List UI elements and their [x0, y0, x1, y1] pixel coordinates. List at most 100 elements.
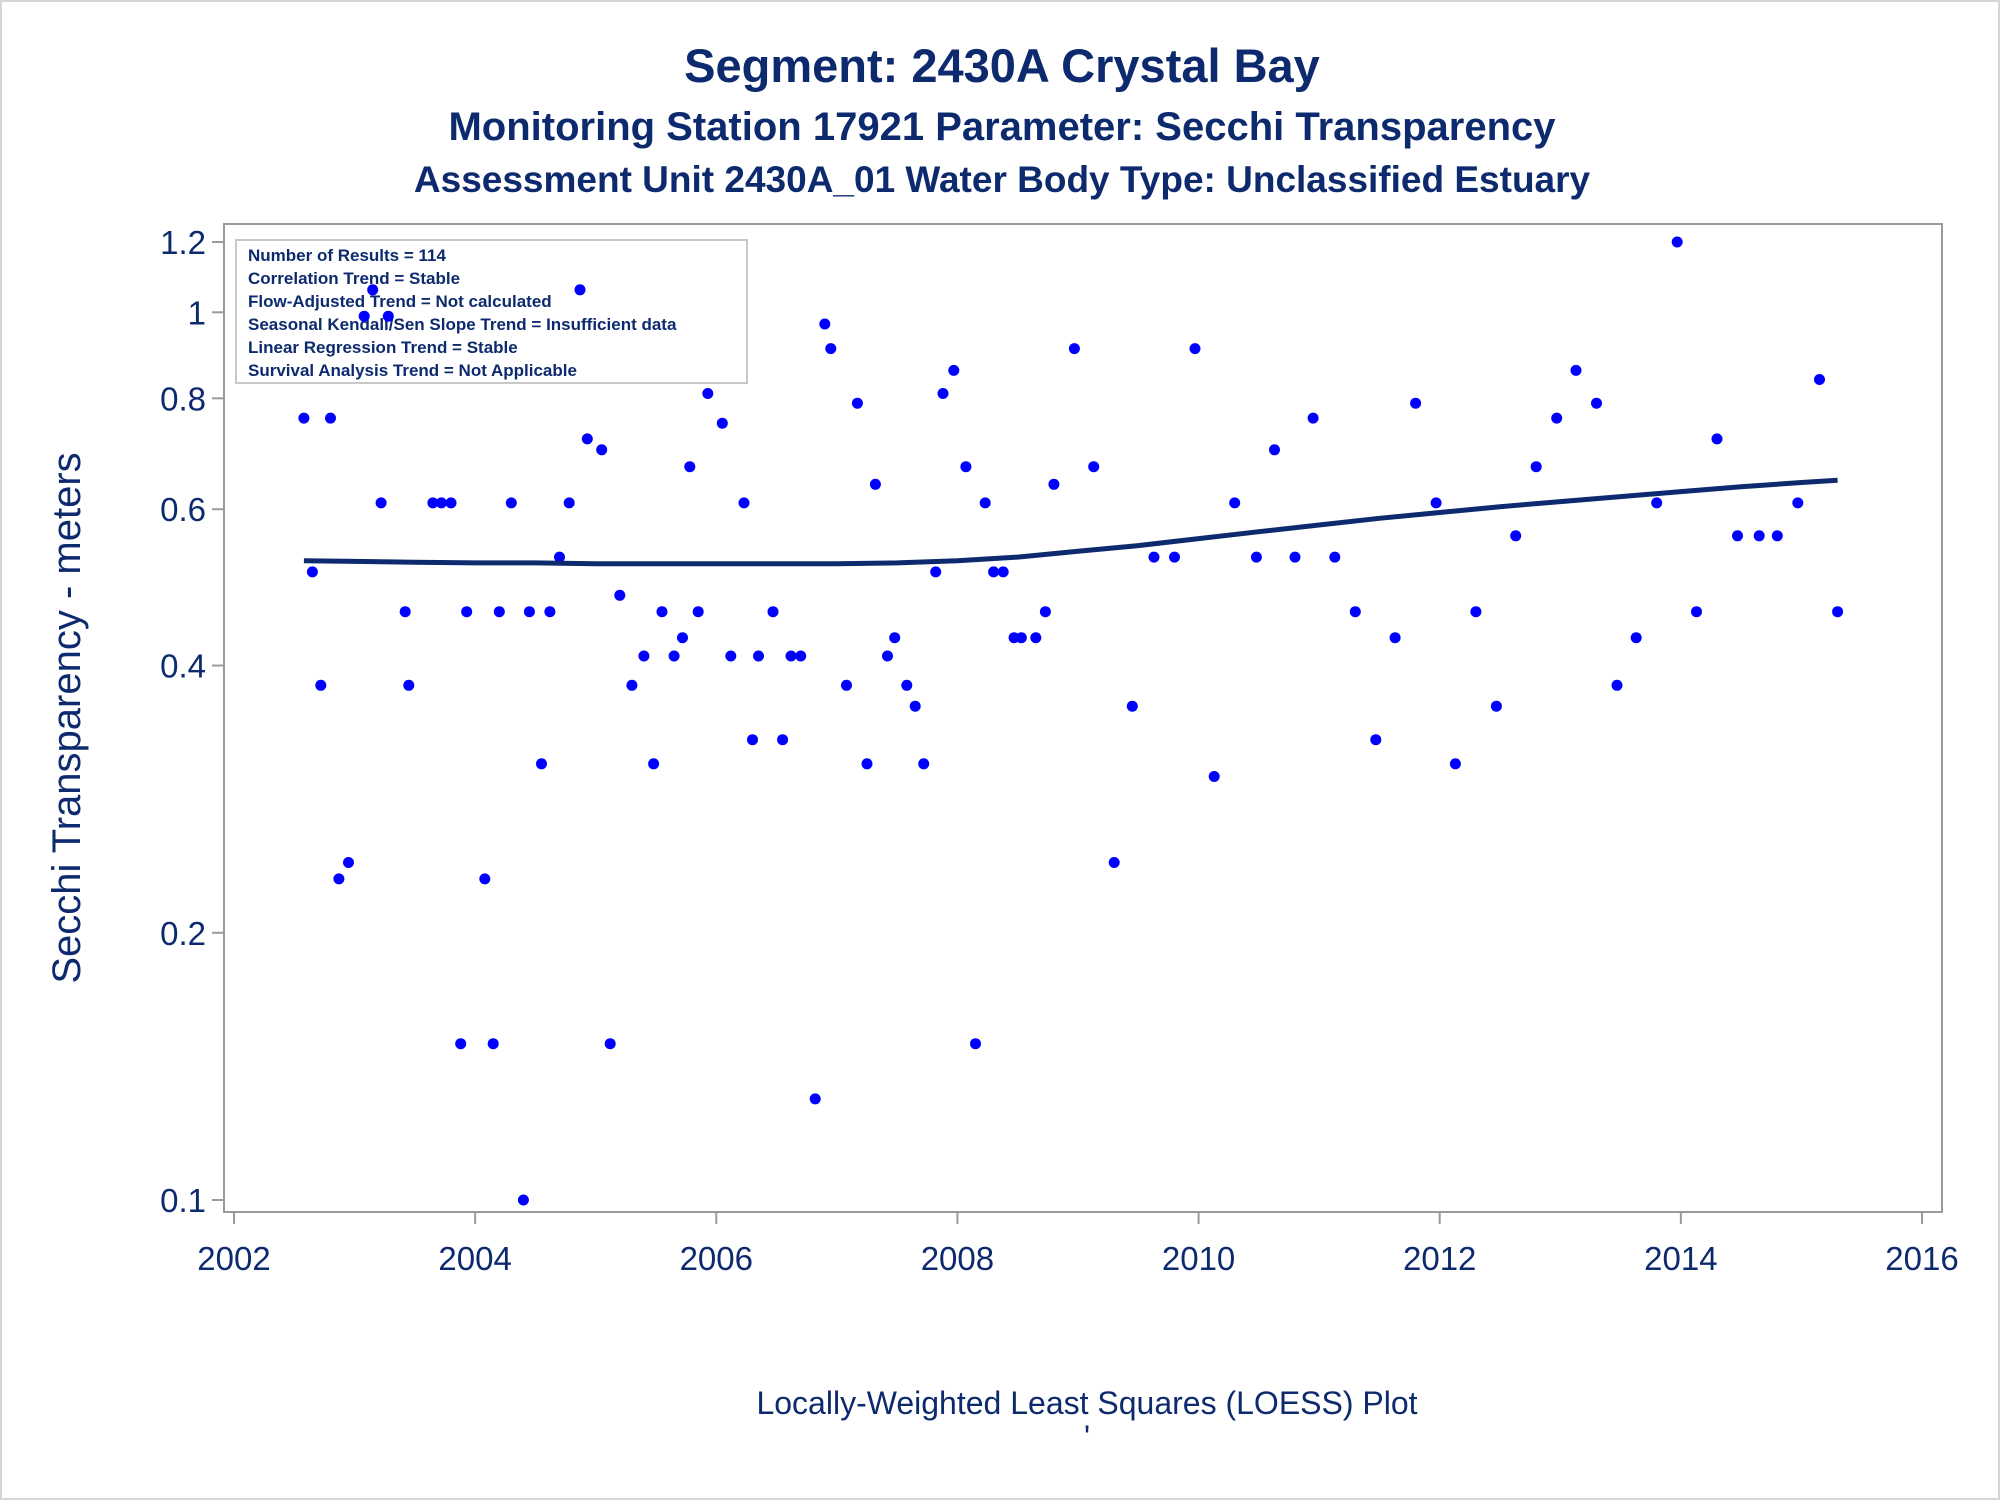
y-tick-label: 0.2 [160, 915, 206, 952]
chart-title: Segment: 2430A Crystal Bay [684, 39, 1320, 92]
data-point [795, 650, 807, 662]
chart-footnote: Locally-Weighted Least Squares (LOESS) P… [756, 1385, 1417, 1421]
data-point [479, 873, 491, 885]
data-point [1691, 606, 1702, 618]
data-point [1189, 343, 1201, 355]
data-point [960, 461, 972, 473]
data-point [684, 461, 696, 473]
stats-box: Number of Results = 114 Correlation Tren… [235, 239, 748, 384]
data-point [809, 1093, 821, 1105]
data-point [819, 318, 831, 330]
data-point [435, 497, 447, 509]
data-point [1269, 444, 1280, 456]
data-point [1349, 606, 1361, 618]
stats-line-survival: Survival Analysis Trend = Not Applicable [248, 361, 577, 380]
data-point [375, 497, 387, 509]
data-point [988, 566, 1000, 578]
data-point [869, 478, 881, 490]
x-tick-label: 2016 [1885, 1240, 1958, 1277]
data-point [1814, 374, 1825, 385]
data-point [1671, 236, 1683, 248]
data-point [1410, 397, 1422, 409]
data-point [614, 589, 626, 601]
data-point [979, 497, 991, 509]
y-axis-label: Secchi Transparency - meters [45, 452, 89, 983]
data-point [1570, 364, 1582, 376]
data-point [1307, 412, 1319, 424]
data-point [445, 497, 457, 509]
footnote-mark: ' [1084, 1419, 1090, 1455]
data-point [554, 551, 565, 563]
data-point [505, 497, 517, 509]
x-tick-label: 2008 [921, 1240, 994, 1277]
data-point [1068, 343, 1080, 355]
chart-subtitle2: Assessment Unit 2430A_01 Water Body Type… [414, 159, 1591, 200]
data-point [1126, 700, 1138, 712]
data-point [461, 606, 473, 618]
data-point [604, 1038, 616, 1050]
data-point [1088, 461, 1100, 473]
data-point [1039, 606, 1051, 618]
data-point [638, 650, 650, 662]
x-tick-label: 2002 [197, 1240, 270, 1277]
data-point [367, 284, 379, 296]
data-point [738, 497, 750, 509]
data-point [1771, 530, 1783, 542]
data-point [596, 444, 608, 456]
data-point [1510, 530, 1522, 542]
data-point [725, 650, 737, 662]
data-point [1551, 412, 1563, 424]
data-point [1792, 497, 1804, 509]
y-tick-label: 1 [188, 294, 206, 331]
data-point [1530, 461, 1542, 473]
data-point [382, 310, 394, 322]
data-point [1711, 433, 1723, 445]
data-point [574, 284, 586, 296]
stats-line-correlation: Correlation Trend = Stable [248, 269, 460, 288]
x-tick-label: 2004 [438, 1240, 511, 1277]
data-point [668, 650, 680, 662]
data-point [1015, 632, 1027, 644]
x-tick-label: 2010 [1162, 1240, 1235, 1277]
y-tick-label: 0.8 [160, 380, 206, 417]
data-point [909, 700, 921, 712]
data-point [536, 758, 547, 770]
data-point [997, 566, 1009, 578]
data-point [626, 679, 638, 691]
data-point [1470, 606, 1482, 618]
data-point [1250, 551, 1262, 563]
data-point [747, 734, 758, 746]
y-tick-label: 1.2 [160, 224, 206, 261]
data-point [455, 1038, 467, 1050]
data-point [1490, 700, 1502, 712]
data-point [1148, 551, 1160, 563]
data-point [1208, 771, 1220, 782]
data-point [1430, 497, 1442, 509]
data-point [358, 310, 370, 322]
x-tick-label: 2006 [680, 1240, 753, 1277]
data-point [487, 1038, 499, 1050]
data-point [692, 606, 704, 618]
data-point [753, 650, 764, 662]
data-point [1048, 478, 1060, 490]
data-point [523, 606, 535, 618]
data-point [937, 388, 949, 399]
data-point [948, 364, 960, 376]
data-point [918, 758, 930, 770]
chart-subtitle: Monitoring Station 17921 Parameter: Secc… [448, 105, 1556, 149]
y-tick-label: 0.4 [160, 648, 206, 685]
stats-box-frame [235, 239, 748, 384]
data-point [1370, 734, 1382, 746]
stats-line-linear-regression: Linear Regression Trend = Stable [248, 338, 518, 357]
stats-line-results: Number of Results = 114 [248, 246, 446, 265]
data-point [333, 873, 345, 885]
data-point [1630, 632, 1642, 644]
data-point [841, 679, 852, 691]
data-point [1108, 857, 1120, 868]
data-point [1591, 397, 1602, 409]
plot-area [223, 223, 1943, 1213]
stats-line-seasonal-kendall: Seasonal Kendall/Sen Slope Trend = Insuf… [248, 315, 677, 334]
data-point [882, 650, 893, 662]
